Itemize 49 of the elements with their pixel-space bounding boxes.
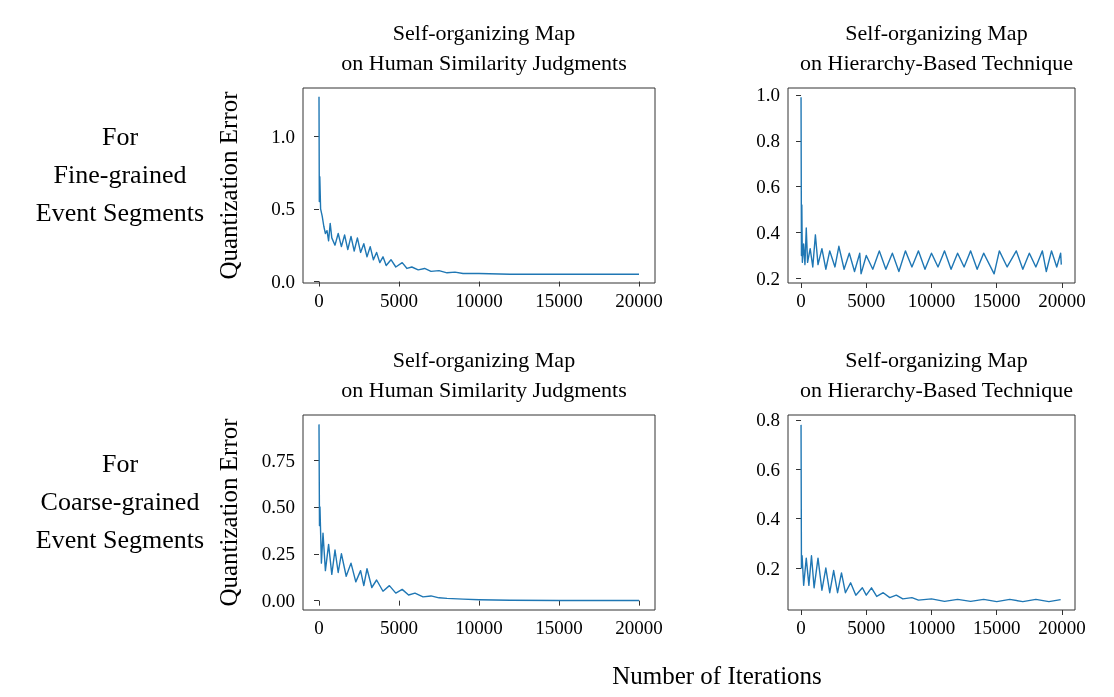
y-tick-label: 0.5 — [271, 198, 295, 220]
x-tick-label: 0 — [796, 617, 806, 638]
y-tick-label: 0.75 — [261, 449, 295, 471]
x-axis-title: Number of Iterations — [611, 662, 823, 690]
x-tick-label: 15000 — [972, 290, 1021, 311]
text: For Fine-grained Event Segments — [35, 122, 205, 227]
y-tick-label: 0.25 — [261, 543, 295, 565]
y-tick-label: 0.0 — [271, 271, 295, 293]
y-tick-label: 0.50 — [261, 496, 295, 518]
chart-title: Self-organizing Map on Human Similarity Judgments — [341, 346, 627, 402]
y-tick-label: 0.2 — [756, 557, 780, 579]
y-tick-label: 1.0 — [756, 84, 780, 106]
x-tick-label: 15000 — [972, 617, 1021, 638]
line-series — [318, 96, 640, 275]
x-tick-label: 20000 — [1038, 290, 1086, 311]
chart-title: Self-organizing Map on Hierarchy-Based Technique — [800, 346, 1073, 402]
line-series — [800, 96, 1062, 275]
x-tick-label: 0 — [796, 290, 806, 311]
line-series — [318, 423, 640, 602]
text: For Coarse-grained Event Segments — [35, 449, 205, 554]
x-tick-label: 5000 — [380, 290, 418, 311]
x-tick-label: 15000 — [535, 290, 583, 311]
y-axis-title: Quantization Error — [215, 90, 242, 280]
x-tick-label: 20000 — [615, 290, 663, 311]
x-tick-label: 0 — [314, 290, 324, 311]
x-tick-label: 5000 — [380, 617, 418, 638]
x-tick-label: 10000 — [455, 290, 503, 311]
y-tick-label: 0.4 — [756, 222, 781, 244]
y-tick-label: 0.6 — [756, 458, 780, 480]
y-tick-label: 0.4 — [756, 508, 781, 530]
line-series — [800, 424, 1062, 603]
x-tick-label: 5000 — [847, 617, 886, 638]
x-tick-label: 10000 — [455, 617, 503, 638]
y-tick-label: 0.2 — [756, 267, 780, 289]
y-axis-title: Quantization Error — [215, 417, 242, 607]
x-tick-label: 5000 — [847, 290, 886, 311]
chart-title: Self-organizing Map on Hierarchy-Based Technique — [800, 19, 1073, 75]
y-tick-label: 0.6 — [756, 176, 780, 198]
x-tick-label: 0 — [314, 617, 324, 638]
y-tick-label: 1.0 — [271, 125, 295, 147]
x-tick-label: 20000 — [1038, 617, 1086, 638]
x-tick-label: 20000 — [615, 617, 663, 638]
y-tick-label: 0.00 — [261, 590, 295, 612]
x-tick-label: 10000 — [907, 290, 956, 311]
chart-title: Self-organizing Map on Human Similarity Judgments — [341, 19, 627, 75]
y-tick-label: 0.8 — [756, 130, 780, 152]
x-tick-label: 15000 — [535, 617, 583, 638]
y-tick-label: 0.8 — [756, 409, 780, 431]
x-tick-label: 10000 — [907, 617, 956, 638]
